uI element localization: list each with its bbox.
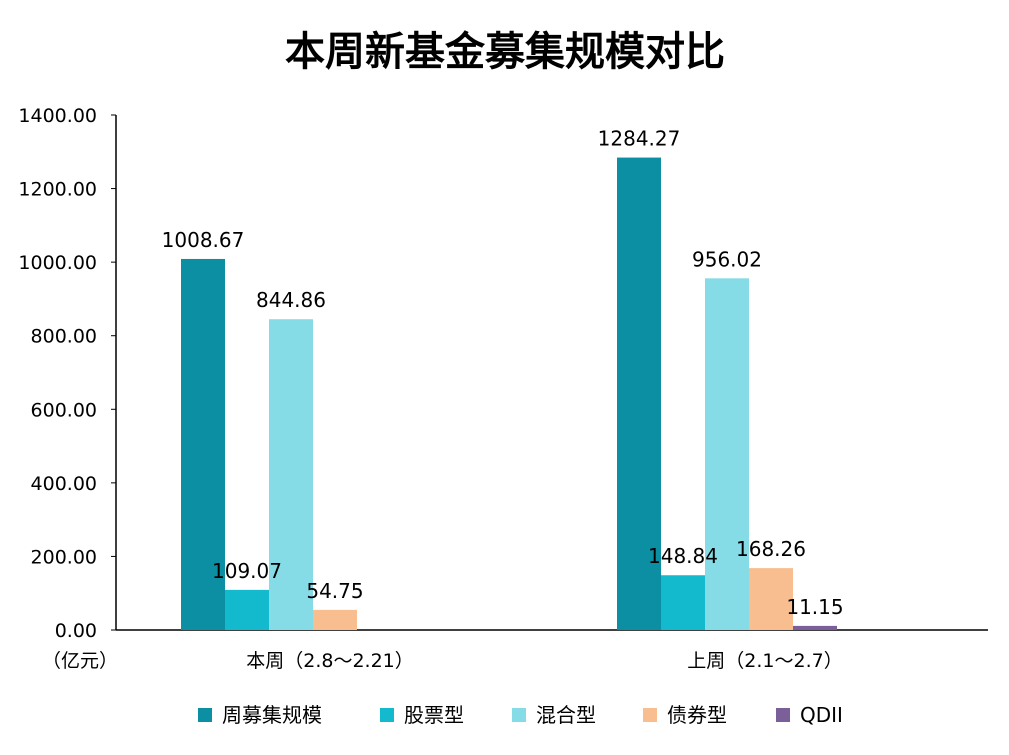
legend-entry: 债券型: [667, 703, 727, 727]
legend-entry: 混合型: [536, 703, 596, 727]
legend-swatch: [380, 708, 394, 722]
bar-债券型-1: [749, 568, 793, 630]
bar-周募集规模-0: [181, 258, 225, 630]
y-tick-label: 600.00: [31, 399, 97, 421]
chart-title: 本周新基金募集规模对比: [285, 29, 725, 75]
data-labels: 1008.67 109.07 844.86 54.75 1284.27 148.84 956…: [162, 127, 844, 619]
legend-swatch: [198, 708, 212, 722]
bar-混合型-0: [269, 319, 313, 630]
data-label: 54.75: [306, 579, 363, 603]
y-axis: 0.00 200.00 400.00 600.00 800.00 1000.00 1200.…: [18, 105, 988, 642]
category-labels: 本周（2.8～2.21） 上周（2.1～2.7）: [246, 650, 842, 672]
y-axis-unit-label: （亿元）: [42, 650, 118, 672]
bar-股票型-0: [225, 589, 269, 630]
x-category-label: 上周（2.1～2.7）: [687, 650, 842, 672]
legend-entry: QDII: [800, 703, 843, 727]
bar-股票型-1: [661, 575, 705, 630]
bar-债券型-0: [313, 609, 357, 630]
y-tick-label: 1400.00: [18, 105, 97, 127]
data-label: 109.07: [212, 559, 282, 583]
data-label: 1284.27: [598, 127, 681, 151]
y-tick-label: 1200.00: [18, 179, 97, 201]
y-tick-label: 200.00: [31, 546, 97, 568]
data-label: 11.15: [786, 595, 843, 619]
y-tick-label: 800.00: [31, 326, 97, 348]
data-label: 148.84: [648, 544, 718, 568]
data-label: 956.02: [692, 247, 762, 271]
bar-QDII-1: [793, 625, 837, 630]
legend: 周募集规模 股票型 混合型 债券型 QDII: [198, 703, 843, 727]
y-tick-label: 0.00: [55, 620, 97, 642]
data-label: 1008.67: [162, 228, 245, 252]
legend-swatch: [776, 708, 790, 722]
bar-混合型-1: [705, 278, 749, 630]
legend-swatch: [512, 708, 526, 722]
legend-swatch: [643, 708, 657, 722]
data-label: 168.26: [736, 537, 806, 561]
x-category-label: 本周（2.8～2.21）: [246, 650, 414, 672]
data-label: 844.86: [256, 288, 326, 312]
bars: [181, 157, 837, 630]
y-tick-label: 400.00: [31, 473, 97, 495]
bar-周募集规模-1: [617, 157, 661, 630]
legend-entry: 周募集规模: [222, 703, 322, 727]
legend-entry: 股票型: [404, 703, 464, 727]
y-tick-label: 1000.00: [18, 252, 97, 274]
